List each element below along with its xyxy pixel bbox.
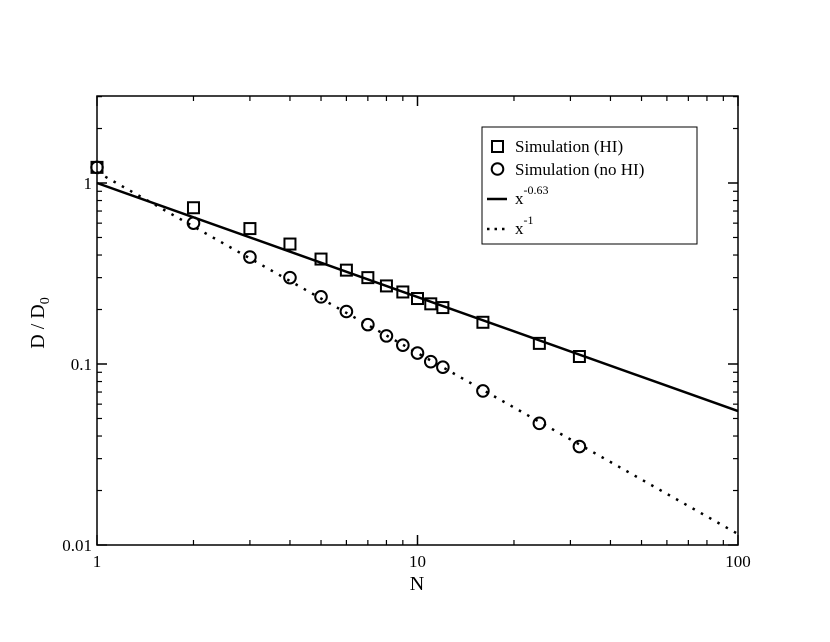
- x-tick-label: 10: [409, 552, 426, 571]
- legend-marker-circle: [490, 162, 505, 176]
- data-point-square: [339, 263, 353, 277]
- y-tick-label: 0.1: [71, 355, 92, 374]
- x-axis-label: N: [410, 573, 424, 595]
- data-point-square: [532, 336, 546, 350]
- legend-label-hi: Simulation (HI): [515, 137, 623, 156]
- data-point-circle: [396, 338, 410, 353]
- data-point-square: [436, 301, 450, 315]
- data-point-circle: [339, 304, 354, 319]
- data-point-circle: [572, 439, 587, 454]
- data-point-square: [314, 252, 328, 266]
- data-point-circle: [436, 360, 450, 375]
- data-point-circle: [410, 346, 425, 360]
- legend: Simulation (HI) Simulation (no HI) x-0.6…: [481, 126, 698, 245]
- data-point-circle: [186, 216, 201, 230]
- data-point-square: [283, 237, 297, 251]
- data-point-circle: [314, 290, 328, 304]
- y-tick-label: 1: [84, 174, 93, 193]
- data-point-circle: [90, 160, 104, 175]
- x-tick-label: 100: [725, 552, 751, 571]
- y-axis-label-subscript: 0: [38, 297, 53, 304]
- data-point-square: [572, 350, 586, 364]
- data-point-square: [396, 285, 410, 299]
- axis-ticks: [96, 96, 739, 546]
- data-point-square: [476, 315, 490, 329]
- data-point-circle: [532, 416, 547, 431]
- data-point-square: [243, 222, 257, 236]
- y-axis-label-main: D / D: [27, 304, 49, 348]
- data-point-square: [186, 201, 200, 215]
- data-point-square: [361, 271, 375, 285]
- data-markers: [90, 160, 587, 454]
- legend-label-fit-dotted: x-1: [515, 213, 534, 238]
- data-point-circle: [361, 317, 375, 332]
- axis-tick-labels: 1 10 100 0.01 0.1 1: [62, 174, 751, 571]
- data-point-circle: [476, 384, 490, 398]
- legend-label-fit-solid: x-0.63: [515, 183, 549, 208]
- data-point-circle: [283, 270, 297, 285]
- x-tick-label: 1: [93, 552, 102, 571]
- data-point-circle: [243, 250, 257, 264]
- data-point-square: [424, 297, 438, 311]
- fit-lines: [96, 170, 739, 536]
- y-tick-label: 0.01: [62, 536, 92, 555]
- y-axis-label: D / D0: [27, 297, 53, 348]
- legend-marker-square: [491, 140, 504, 153]
- data-point-circle: [379, 329, 394, 343]
- data-point-square: [411, 292, 424, 306]
- data-point-square: [379, 279, 393, 293]
- data-point-circle: [423, 354, 438, 369]
- legend-box: [481, 126, 698, 245]
- legend-label-no-hi: Simulation (no HI): [515, 160, 644, 179]
- fit-line-solid: [96, 181, 739, 413]
